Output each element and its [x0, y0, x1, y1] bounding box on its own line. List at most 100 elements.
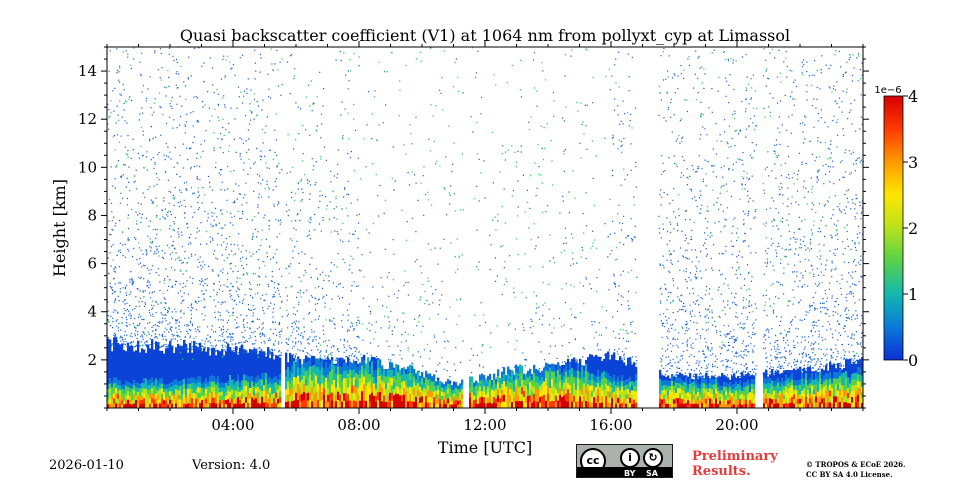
aerosol-cell — [231, 384, 234, 390]
aerosol-cell — [425, 383, 428, 390]
signal-cell — [287, 362, 290, 368]
aerosol-cell — [593, 374, 596, 381]
aerosol-cell — [459, 384, 462, 389]
aerosol-cell — [401, 387, 404, 395]
aerosol-cell — [159, 398, 162, 404]
aerosol-cell — [175, 379, 178, 385]
signal-cell — [847, 359, 850, 378]
aerosol-cell — [735, 394, 738, 400]
aerosol-cell — [597, 395, 600, 403]
aerosol-cell — [795, 398, 798, 404]
aerosol-cell — [571, 381, 574, 389]
aerosol-cell — [701, 377, 704, 383]
aerosol-cell — [107, 404, 110, 409]
signal-cell — [437, 377, 440, 381]
aerosol-cell — [337, 399, 340, 409]
aerosol-cell — [749, 391, 752, 397]
aerosol-cell — [661, 381, 664, 386]
aerosol-cell — [777, 387, 780, 394]
aerosol-cell — [143, 393, 146, 399]
aerosol-cell — [399, 401, 402, 409]
aerosol-cell — [183, 383, 186, 389]
aerosol-cell — [379, 383, 382, 393]
aerosol-cell — [173, 384, 176, 390]
aerosol-cell — [109, 403, 112, 409]
aerosol-cell — [857, 373, 860, 382]
aerosol-cell — [227, 399, 230, 404]
signal-cell — [559, 366, 562, 368]
aerosol-cell — [825, 402, 828, 409]
aerosol-cell — [625, 389, 628, 395]
aerosol-cell — [321, 383, 324, 392]
aerosol-cell — [503, 367, 506, 375]
aerosol-cell — [131, 392, 134, 397]
aerosol-cell — [457, 404, 460, 409]
aerosol-cell — [789, 392, 792, 398]
aerosol-cell — [505, 380, 508, 387]
signal-cell — [207, 347, 210, 382]
aerosol-cell — [309, 374, 312, 384]
aerosol-cell — [293, 384, 296, 393]
aerosol-cell — [469, 397, 472, 404]
aerosol-cell — [471, 397, 474, 404]
aerosol-cell — [557, 385, 560, 394]
aerosol-cell — [443, 388, 446, 393]
aerosol-cell — [605, 377, 608, 385]
aerosol-cell — [167, 388, 170, 393]
aerosol-cell — [585, 378, 588, 387]
aerosol-cell — [265, 378, 268, 385]
aerosol-cell — [453, 404, 456, 409]
aerosol-cell — [217, 376, 220, 383]
aerosol-cell — [353, 369, 356, 378]
aerosol-cell — [295, 369, 298, 378]
aerosol-cell — [247, 387, 250, 393]
aerosol-cell — [261, 379, 264, 386]
aerosol-cell — [443, 400, 446, 405]
aerosol-cell — [423, 382, 426, 388]
aerosol-cell — [181, 389, 184, 395]
aerosol-cell — [391, 362, 394, 371]
aerosol-cell — [679, 403, 682, 409]
date-label: 2026-01-10 — [49, 458, 124, 473]
aerosol-cell — [667, 403, 670, 409]
aerosol-cell — [379, 391, 382, 401]
aerosol-cell — [513, 380, 516, 387]
aerosol-cell — [849, 387, 852, 394]
aerosol-cell — [577, 400, 580, 409]
aerosol-cell — [223, 383, 226, 389]
aerosol-cell — [407, 394, 410, 402]
aerosol-cell — [515, 386, 518, 394]
cc-license-badge[interactable]: cc i ↻ BY SA — [576, 444, 673, 478]
aerosol-cell — [145, 403, 148, 409]
signal-cell — [687, 376, 690, 385]
aerosol-cell — [601, 384, 604, 391]
aerosol-cell — [767, 377, 770, 384]
aerosol-cell — [179, 381, 182, 387]
aerosol-cell — [129, 403, 132, 409]
signal-cell — [441, 382, 444, 384]
signal-cell — [177, 343, 180, 381]
aerosol-cell — [723, 390, 726, 396]
aerosol-cell — [323, 381, 326, 389]
aerosol-cell — [497, 375, 500, 383]
aerosol-cell — [305, 385, 308, 394]
aerosol-cell — [127, 382, 130, 387]
aerosol-cell — [853, 396, 856, 403]
signal-cell — [539, 372, 542, 375]
aerosol-cell — [395, 364, 398, 372]
aerosol-cell — [751, 388, 754, 394]
aerosol-cell — [357, 367, 360, 375]
aerosol-cell — [177, 403, 180, 409]
aerosol-cell — [513, 391, 516, 398]
aerosol-cell — [347, 401, 350, 409]
aerosol-cell — [831, 392, 834, 399]
signal-cell — [627, 357, 630, 380]
signal-cell — [113, 337, 116, 379]
aerosol-cell — [743, 387, 746, 392]
aerosol-cell — [155, 403, 158, 409]
aerosol-cell — [715, 388, 718, 394]
aerosol-cell — [459, 400, 462, 405]
aerosol-cell — [229, 380, 232, 387]
aerosol-cell — [525, 402, 528, 409]
aerosol-cell — [545, 392, 548, 401]
